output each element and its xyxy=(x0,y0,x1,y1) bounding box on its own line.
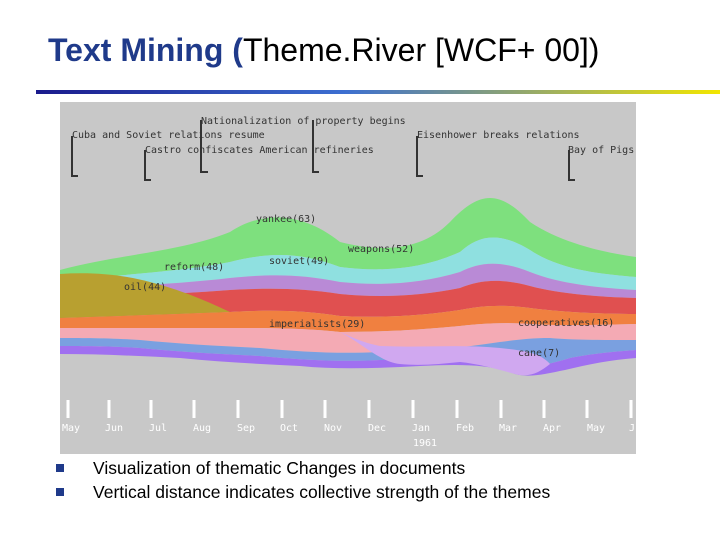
month-label: May xyxy=(62,423,80,434)
event-marker-eisenhower xyxy=(416,136,423,177)
month-label: Aug xyxy=(193,423,211,434)
title-bold-part: Text Mining ( xyxy=(48,32,243,68)
month-label: Jan xyxy=(412,423,430,434)
event-marker-confiscate xyxy=(312,120,319,173)
theme-river-svg: Nationalization of property begins Cuba … xyxy=(60,116,636,449)
event-label: Cuba and Soviet relations resume xyxy=(72,130,265,141)
stream-violet-bottom xyxy=(60,346,636,376)
stream-pink xyxy=(60,323,636,353)
stream-orange xyxy=(60,305,636,332)
stream-lilac xyxy=(340,332,550,376)
event-label: Castro confiscates American refineries xyxy=(145,145,374,156)
theme-label: cooperatives(16) xyxy=(518,318,614,329)
stream-green-top xyxy=(60,198,636,282)
theme-label: weapons(52) xyxy=(348,244,414,255)
event-markers xyxy=(71,120,575,181)
event-label: Bay of Pigs xyxy=(568,145,634,156)
month-label: Jun xyxy=(105,423,123,434)
theme-label: oil(44) xyxy=(124,282,166,293)
month-label: J xyxy=(629,423,635,434)
month-label: Oct xyxy=(280,423,298,434)
title-underline xyxy=(36,90,720,94)
slide-title: Text Mining (Theme.River [WCF+ 00]) xyxy=(48,34,599,66)
month-label: Apr xyxy=(543,423,561,434)
year-label: 1961 xyxy=(413,438,437,449)
event-label: Eisenhower breaks relations xyxy=(417,130,580,141)
bullet-text: Vertical distance indicates collective s… xyxy=(93,481,551,502)
bullet-item: Vertical distance indicates collective s… xyxy=(56,480,550,504)
event-labels: Nationalization of property begins Cuba … xyxy=(72,116,634,156)
bullet-list: Visualization of thematic Changes in doc… xyxy=(56,456,550,504)
theme-label: reform(48) xyxy=(164,262,224,273)
bullet-item: Visualization of thematic Changes in doc… xyxy=(56,456,550,480)
event-marker-castro xyxy=(144,150,151,181)
event-marker-bay-of-pigs xyxy=(568,150,575,181)
theme-label: cane(7) xyxy=(518,348,560,359)
month-label: May xyxy=(587,423,605,434)
stream-cyan xyxy=(60,237,636,292)
event-marker-nationalization xyxy=(200,120,208,173)
month-labels: May Jun Jul Aug Sep Oct Nov Dec Jan Feb … xyxy=(62,423,635,449)
bullet-text: Visualization of thematic Changes in doc… xyxy=(93,457,466,478)
theme-label: soviet(49) xyxy=(269,256,329,267)
theme-labels: yankee(63) weapons(52) reform(48) soviet… xyxy=(124,214,614,359)
month-label: Feb xyxy=(456,423,474,434)
square-bullet-icon xyxy=(56,488,64,496)
event-marker-cuba xyxy=(71,136,78,177)
month-label: Dec xyxy=(368,423,386,434)
theme-label: imperialists(29) xyxy=(269,319,365,330)
square-bullet-icon xyxy=(56,464,64,472)
theme-river-figure: Nationalization of property begins Cuba … xyxy=(60,102,636,454)
stream-purple xyxy=(60,263,636,300)
event-label: Nationalization of property begins xyxy=(201,116,406,127)
month-label: Mar xyxy=(499,423,517,434)
theme-streams xyxy=(60,198,636,376)
month-label: Jul xyxy=(149,423,167,434)
month-label: Sep xyxy=(237,423,255,434)
title-rest-part: Theme.River [WCF+ 00]) xyxy=(242,32,600,68)
stream-olive xyxy=(60,273,230,318)
theme-label: yankee(63) xyxy=(256,214,316,225)
timeline-ticks xyxy=(66,400,633,418)
month-label: Nov xyxy=(324,423,342,434)
